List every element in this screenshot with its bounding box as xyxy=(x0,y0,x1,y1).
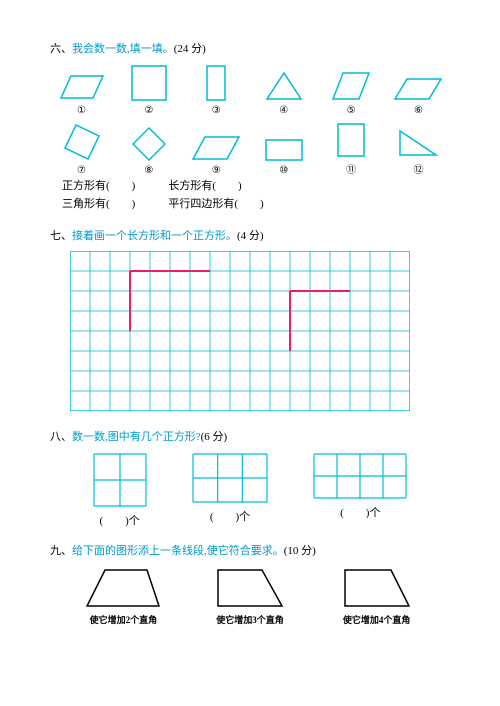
q6-points: (24 分) xyxy=(174,43,206,55)
label-6: ⑥ xyxy=(414,105,423,116)
q9-label-2: 使它增加3个直角 xyxy=(216,613,284,626)
q7-grid-container xyxy=(70,251,450,414)
q6-title: 我会数一数,填一填。 xyxy=(72,43,174,55)
q6-fill-line1: 正方形有( ) 长方形有( ) xyxy=(50,178,450,196)
q8-label-3: ( )个 xyxy=(340,504,380,520)
q7-title-line: 七、接着画一个长方形和一个正方形。(4 分) xyxy=(50,227,450,243)
parallelogram-icon xyxy=(191,134,241,162)
label-3: ③ xyxy=(212,105,221,116)
q9-title: 给下面的图形添上一条线段,使它符合要求。 xyxy=(72,545,284,557)
right-trapezoid-icon xyxy=(210,566,290,610)
triangle-icon xyxy=(264,70,304,102)
q8-item-2: ( )个 xyxy=(191,452,269,528)
q9-item-2: 使它增加3个直角 xyxy=(210,566,290,626)
q9-item-1: 使它增加2个直角 xyxy=(83,566,163,626)
shape-1: ① xyxy=(54,72,109,116)
q6-fill-line2: 三角形有( ) 平行四边形有( ) xyxy=(50,196,450,214)
q8-label-2: ( )个 xyxy=(210,508,250,524)
shape-12: ⑫ xyxy=(391,128,446,176)
question-9: 九、给下面的图形添上一条线段,使它符合要求。(10 分) 使它增加2个直角 使它… xyxy=(50,542,450,626)
shape-11: ⑪ xyxy=(324,122,379,176)
q8-row: ( )个 ( )个 ( )个 xyxy=(50,452,450,528)
q9-title-line: 九、给下面的图形添上一条线段,使它符合要求。(10 分) xyxy=(50,542,450,558)
q8-title-line: 八、数一数,图中有几个正方形?(6 分) xyxy=(50,428,450,444)
rectangle-icon xyxy=(264,138,304,162)
q9-item-3: 使它增加4个直角 xyxy=(337,566,417,626)
q7-points: (4 分) xyxy=(237,230,264,242)
shape-9: ⑨ xyxy=(189,134,244,176)
trapezoid-icon xyxy=(83,566,163,610)
grid-svg xyxy=(70,251,410,411)
q9-label-3: 使它增加4个直角 xyxy=(343,613,411,626)
right-triangle-icon xyxy=(398,128,438,158)
square-icon xyxy=(130,64,168,102)
q8-label-1: ( )个 xyxy=(99,512,139,528)
shape-5: ⑤ xyxy=(324,70,379,116)
question-7: 七、接着画一个长方形和一个正方形。(4 分) xyxy=(50,227,450,414)
q8-grid-1 xyxy=(92,452,148,508)
label-12: ⑫ xyxy=(413,161,423,176)
shape-7: ⑦ xyxy=(54,122,109,176)
rectangle-icon xyxy=(336,122,366,158)
right-trapezoid-icon xyxy=(337,566,417,610)
parallelogram-icon xyxy=(59,72,105,102)
parallelogram-icon xyxy=(331,70,371,102)
q9-points: (10 分) xyxy=(284,545,316,557)
q8-item-1: ( )个 xyxy=(92,452,148,528)
q7-title: 接着画一个长方形和一个正方形。 xyxy=(72,230,237,242)
shape-4: ④ xyxy=(256,70,311,116)
label-10: ⑩ xyxy=(279,165,288,176)
q6-row2: ⑦ ⑧ ⑨ ⑩ ⑪ ⑫ xyxy=(50,122,450,176)
q8-item-3: ( )个 xyxy=(312,452,408,528)
label-7: ⑦ xyxy=(77,165,86,176)
label-11: ⑪ xyxy=(346,161,356,176)
shape-2: ② xyxy=(121,64,176,116)
q6-row1: ① ② ③ ④ ⑤ ⑥ xyxy=(50,64,450,116)
rotated-square-icon xyxy=(62,122,102,162)
q8-grid-2 xyxy=(191,452,269,504)
shape-3: ③ xyxy=(189,64,244,116)
q9-label-1: 使它增加2个直角 xyxy=(90,613,158,626)
q6-title-line: 六、我会数一数,填一填。(24 分) xyxy=(50,40,450,56)
q8-grid-3 xyxy=(312,452,408,500)
q7-number: 七、 xyxy=(50,230,72,242)
shape-10: ⑩ xyxy=(256,138,311,176)
q6-number: 六、 xyxy=(50,43,72,55)
question-6: 六、我会数一数,填一填。(24 分) ① ② ③ ④ ⑤ ⑥ ⑦ xyxy=(50,40,450,213)
label-8: ⑧ xyxy=(144,165,153,176)
label-2: ② xyxy=(144,105,153,116)
rectangle-icon xyxy=(205,64,227,102)
q8-title: 数一数,图中有几个正方形? xyxy=(72,431,201,443)
label-5: ⑤ xyxy=(347,105,356,116)
label-4: ④ xyxy=(279,105,288,116)
shape-8: ⑧ xyxy=(121,126,176,176)
question-8: 八、数一数,图中有几个正方形?(6 分) ( )个 ( )个 ( )个 xyxy=(50,428,450,528)
shape-6: ⑥ xyxy=(391,76,446,116)
q8-number: 八、 xyxy=(50,431,72,443)
q8-points: (6 分) xyxy=(201,431,228,443)
label-1: ① xyxy=(77,105,86,116)
q9-number: 九、 xyxy=(50,545,72,557)
diamond-icon xyxy=(131,126,167,162)
q9-row: 使它增加2个直角 使它增加3个直角 使它增加4个直角 xyxy=(50,566,450,626)
label-9: ⑨ xyxy=(212,165,221,176)
parallelogram-icon xyxy=(393,76,443,102)
